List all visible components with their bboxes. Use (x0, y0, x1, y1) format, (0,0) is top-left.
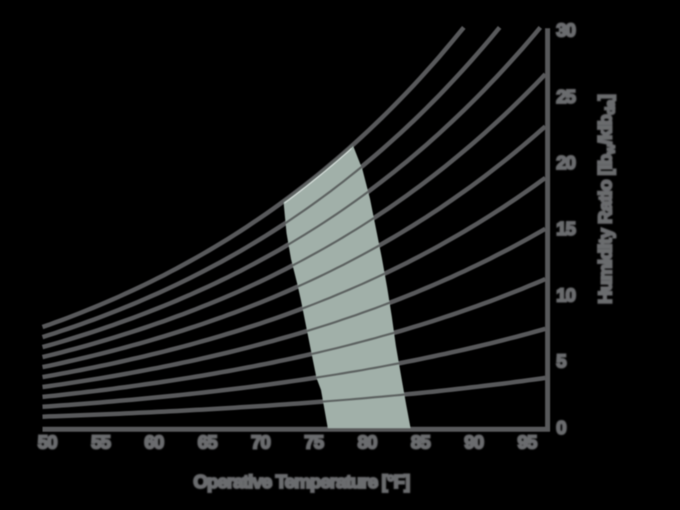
svg-text:15: 15 (556, 218, 575, 239)
svg-text:60: 60 (144, 431, 163, 452)
svg-text:10: 10 (556, 284, 575, 305)
svg-text:5: 5 (556, 351, 566, 372)
svg-text:80: 80 (358, 431, 377, 452)
svg-text:0: 0 (556, 417, 566, 438)
svg-text:30: 30 (556, 20, 575, 41)
svg-text:85: 85 (411, 431, 430, 452)
svg-text:25: 25 (556, 86, 575, 107)
svg-text:50: 50 (38, 431, 57, 452)
svg-text:65: 65 (198, 431, 217, 452)
svg-text:Humidity Ratio [lbw/klbda]: Humidity Ratio [lbw/klbda] (595, 94, 618, 304)
svg-text:20: 20 (556, 152, 575, 173)
svg-text:95: 95 (518, 431, 537, 452)
svg-text:55: 55 (91, 431, 110, 452)
svg-text:90: 90 (464, 431, 483, 452)
svg-text:75: 75 (304, 431, 323, 452)
svg-text:70: 70 (251, 431, 270, 452)
svg-text:Operative Temperature [°F]: Operative Temperature [°F] (193, 471, 410, 492)
